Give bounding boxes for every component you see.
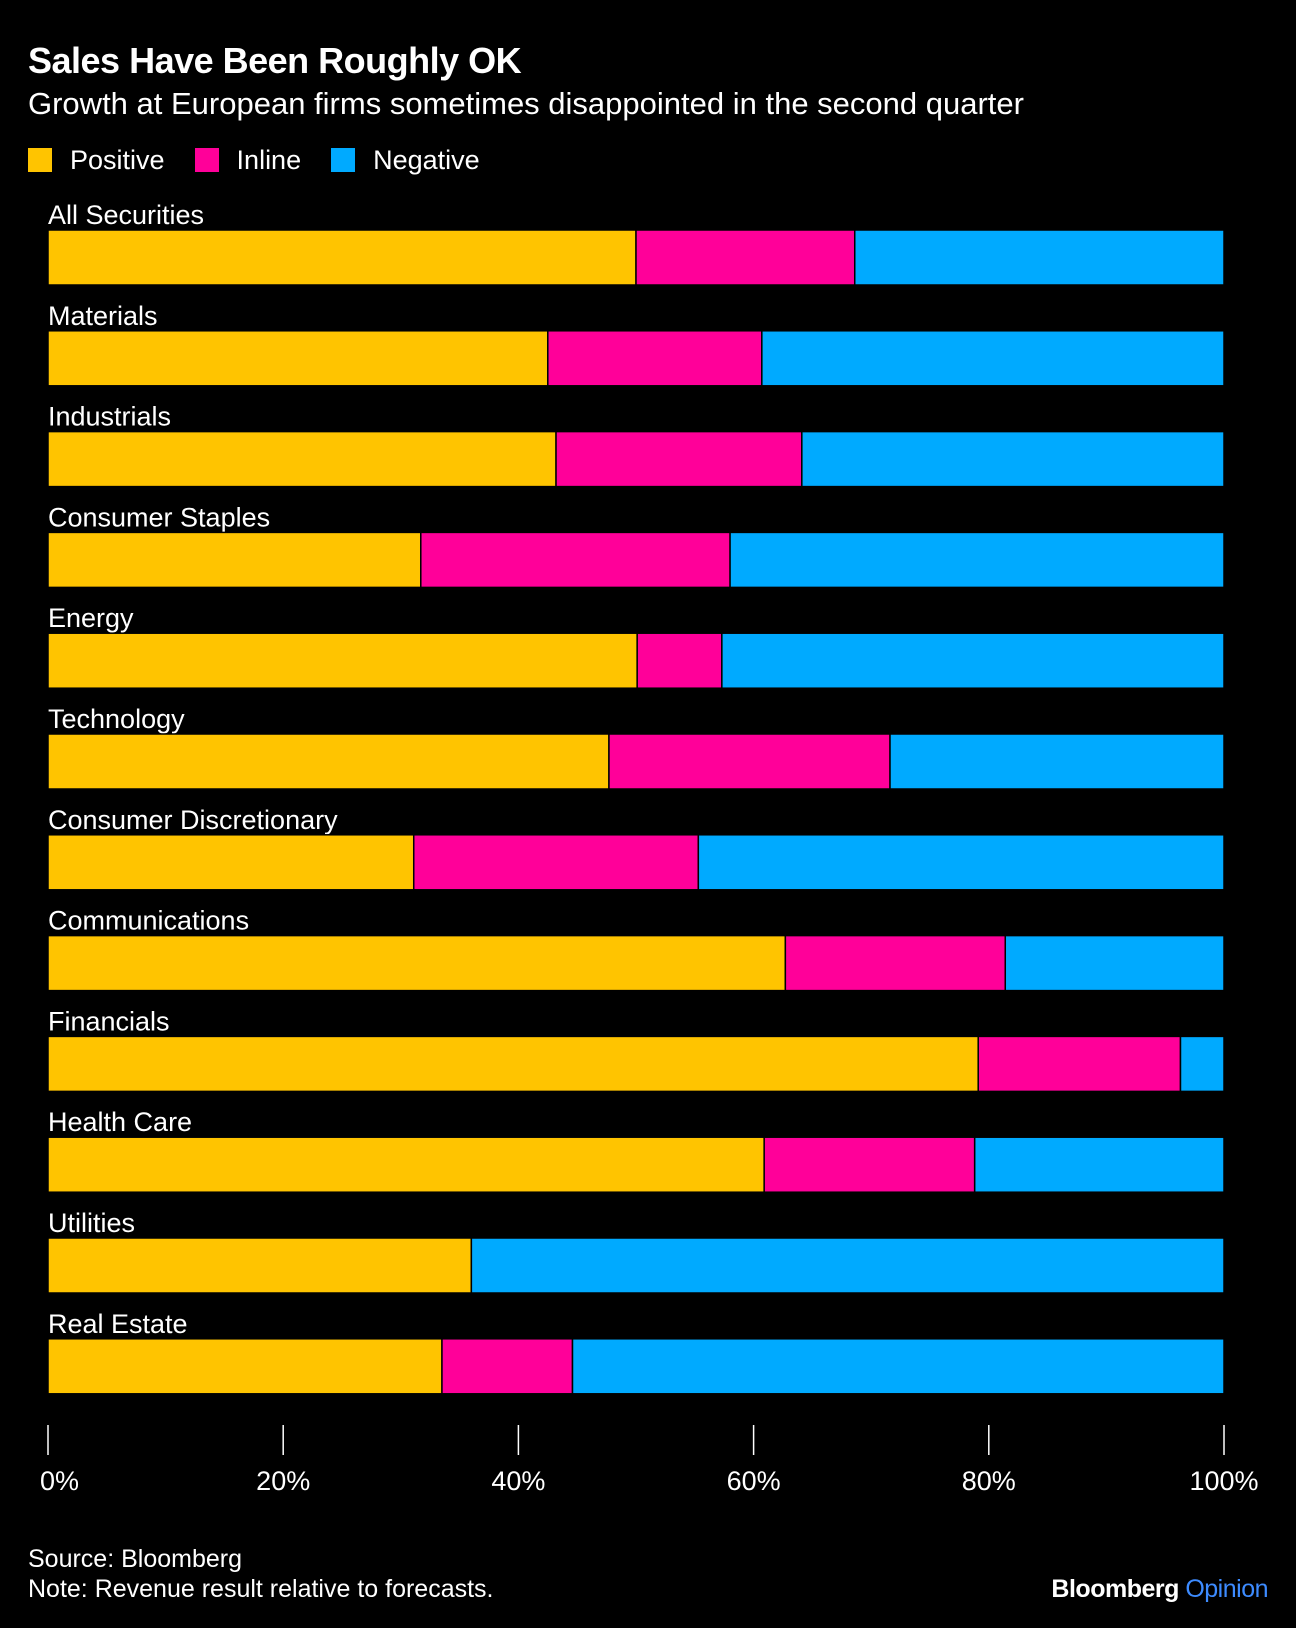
bar-communications-negative bbox=[1004, 934, 1225, 992]
footnote: Note: Revenue result relative to forecas… bbox=[28, 1575, 494, 1603]
bar-consumer-discretionary-positive bbox=[47, 834, 415, 891]
bar-energy-inline bbox=[636, 632, 723, 689]
bar-health-care-positive bbox=[47, 1136, 765, 1193]
category-label-consumer-staples: Consumer Staples bbox=[48, 502, 270, 532]
bar-consumer-discretionary-inline bbox=[412, 834, 700, 891]
legend: Positive Inline Negative bbox=[28, 142, 510, 178]
chart-title: Sales Have Been Roughly OK bbox=[28, 40, 522, 81]
legend-item-positive: Positive bbox=[28, 145, 165, 176]
x-tick-label-5: 100% bbox=[1189, 1466, 1258, 1496]
category-label-communications: Communications bbox=[48, 906, 249, 936]
source-note: Source: Bloomberg bbox=[28, 1545, 243, 1573]
bar-utilities-negative bbox=[470, 1237, 1225, 1294]
bar-real-estate-negative bbox=[571, 1338, 1225, 1395]
legend-label-positive: Positive bbox=[70, 144, 165, 175]
legend-swatch-positive bbox=[28, 148, 52, 172]
category-label-industrials: Industrials bbox=[48, 402, 171, 432]
category-label-technology: Technology bbox=[48, 704, 185, 734]
legend-swatch-inline bbox=[194, 148, 219, 172]
bar-real-estate-positive bbox=[47, 1338, 443, 1395]
legend-label-negative: Negative bbox=[373, 144, 480, 175]
category-label-all-securities: All Securities bbox=[48, 200, 204, 230]
legend-item-negative: Negative bbox=[331, 145, 480, 176]
x-tick-label-0: 0% bbox=[40, 1466, 79, 1496]
category-label-energy: Energy bbox=[48, 603, 134, 633]
bar-technology-inline bbox=[608, 733, 891, 790]
category-label-consumer-discretionary: Consumer Discretionary bbox=[48, 805, 338, 835]
legend-swatch-negative bbox=[331, 148, 356, 172]
category-label-real-estate: Real Estate bbox=[48, 1309, 188, 1339]
bar-consumer-staples-negative bbox=[729, 531, 1225, 589]
category-label-health-care: Health Care bbox=[48, 1107, 192, 1137]
brand-main: Bloomberg bbox=[1051, 1575, 1179, 1603]
brand-accent: Opinion bbox=[1185, 1575, 1268, 1603]
bar-all-securities-positive bbox=[47, 229, 637, 286]
x-tick-label-1: 20% bbox=[256, 1466, 310, 1496]
category-label-materials: Materials bbox=[48, 301, 158, 331]
category-label-financials: Financials bbox=[48, 1006, 170, 1036]
legend-label-inline: Inline bbox=[236, 144, 302, 175]
bar-communications-positive bbox=[47, 934, 787, 992]
bar-health-care-inline bbox=[763, 1136, 976, 1193]
bar-materials-negative bbox=[761, 330, 1225, 387]
bar-health-care-negative bbox=[973, 1136, 1225, 1193]
legend-item-inline: Inline bbox=[194, 144, 302, 176]
bar-communications-inline bbox=[784, 934, 1007, 992]
bar-utilities-positive bbox=[47, 1237, 473, 1294]
bar-energy-positive bbox=[47, 632, 638, 689]
chart-subtitle: Growth at European firms sometimes disap… bbox=[28, 86, 1024, 121]
bar-all-securities-inline bbox=[635, 229, 856, 286]
bar-industrials-inline bbox=[555, 430, 803, 488]
bar-consumer-discretionary-negative bbox=[697, 834, 1225, 891]
bar-financials-positive bbox=[47, 1035, 979, 1093]
stacked-bar-chart: All Securities Materials Industrials Consum… bbox=[40, 200, 1259, 1496]
bar-all-securities-negative bbox=[853, 229, 1225, 286]
bar-consumer-staples-positive bbox=[47, 531, 422, 589]
bar-financials-negative bbox=[1179, 1035, 1225, 1093]
bar-materials-inline bbox=[547, 330, 763, 387]
bar-energy-negative bbox=[721, 632, 1225, 689]
bar-real-estate-inline bbox=[441, 1338, 574, 1395]
bar-materials-positive bbox=[47, 330, 549, 387]
bar-consumer-staples-inline bbox=[420, 531, 731, 589]
bar-financials-inline bbox=[977, 1035, 1182, 1093]
bar-industrials-positive bbox=[47, 430, 557, 488]
x-tick-label-4: 80% bbox=[962, 1466, 1016, 1496]
x-tick-label-3: 60% bbox=[727, 1466, 781, 1496]
category-label-utilities: Utilities bbox=[48, 1208, 135, 1238]
bar-technology-positive bbox=[47, 733, 610, 790]
x-tick-label-2: 40% bbox=[491, 1466, 545, 1496]
brand-logo: Bloomberg Opinion bbox=[1051, 1575, 1268, 1604]
bar-industrials-negative bbox=[801, 430, 1225, 488]
bar-technology-negative bbox=[889, 733, 1225, 790]
